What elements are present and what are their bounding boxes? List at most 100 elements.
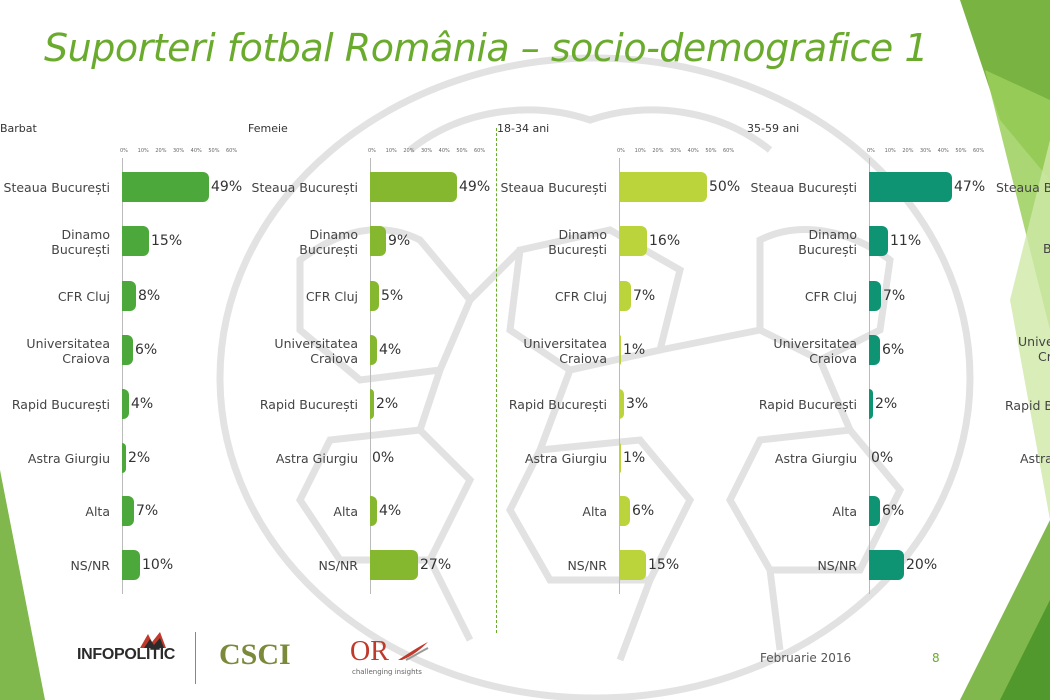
edge-label: Cr <box>1038 349 1050 364</box>
page-number: 8 <box>932 651 940 665</box>
tick-label: 50% <box>705 148 717 154</box>
chart-axis <box>619 158 620 594</box>
category-label: Dinamo București <box>548 227 607 257</box>
bar <box>869 389 873 419</box>
category-label: Rapid București <box>259 397 358 412</box>
tick-label: 20% <box>403 148 415 154</box>
edge-label: Steaua B <box>996 180 1050 195</box>
data-label: 4% <box>379 342 402 358</box>
category-label: Astra Giurgiu <box>275 451 358 466</box>
category-label: Steaua București <box>3 180 110 195</box>
category-label: Universitatea Craiova <box>773 336 857 366</box>
data-label: 3% <box>626 396 649 412</box>
chart-title: Barbat <box>0 122 37 135</box>
chart-row: Dinamo București 16% <box>497 226 745 276</box>
ors-logo: OR <box>350 636 389 667</box>
category-label: Universitatea Craiova <box>274 336 358 366</box>
data-label: 6% <box>882 503 905 519</box>
data-label: 11% <box>890 233 922 249</box>
chart-row: Dinamo București 11% <box>747 226 995 276</box>
category-label: Rapid București <box>758 397 857 412</box>
data-label: 7% <box>633 288 656 304</box>
chart-row: CFR Cluj 7% <box>497 281 745 331</box>
data-label: 15% <box>151 233 183 249</box>
tick-label: 60% <box>973 148 985 154</box>
data-label: 7% <box>883 288 906 304</box>
data-label: 9% <box>388 233 411 249</box>
tick-label: 30% <box>670 148 682 154</box>
data-label: 0% <box>871 450 894 466</box>
bar <box>619 496 630 526</box>
category-label: Steaua București <box>750 180 857 195</box>
bar <box>122 550 140 580</box>
tick-label: 40% <box>937 148 949 154</box>
tick-label: 40% <box>687 148 699 154</box>
category-label: CFR Cluj <box>554 289 607 304</box>
bar <box>619 443 621 473</box>
bar <box>370 335 377 365</box>
bar <box>869 281 881 311</box>
tick-label: 50% <box>955 148 967 154</box>
chart-panel: Femeie 0% 10% 20% 30% 40% 50% 60% Steaua Bucureș… <box>248 118 496 598</box>
data-label: 47% <box>954 179 986 195</box>
dashed-divider <box>496 128 497 633</box>
tick-label: 40% <box>438 148 450 154</box>
tick-label: 20% <box>155 148 167 154</box>
data-label: 1% <box>623 450 646 466</box>
tick-label: 10% <box>137 148 149 154</box>
category-label: NS/NR <box>318 558 358 573</box>
chart-row: Astra Giurgiu 0% <box>248 443 496 493</box>
tick-label: 0% <box>617 148 625 154</box>
category-label: Alta <box>582 504 607 519</box>
chart-row: Rapid București 3% <box>497 389 745 439</box>
bar <box>869 335 880 365</box>
bar <box>122 335 133 365</box>
category-label: Astra Giurgiu <box>524 451 607 466</box>
category-label: Astra Giurgiu <box>27 451 110 466</box>
data-label: 1% <box>623 342 646 358</box>
data-label: 49% <box>459 179 491 195</box>
edge-label: B <box>1043 241 1050 256</box>
category-label: Rapid București <box>11 397 110 412</box>
chart-row: Alta 6% <box>497 496 745 546</box>
tick-label: 60% <box>723 148 735 154</box>
tick-label: 20% <box>902 148 914 154</box>
data-label: 8% <box>138 288 161 304</box>
category-label: CFR Cluj <box>57 289 110 304</box>
category-label: Rapid București <box>508 397 607 412</box>
chart-row: CFR Cluj 8% <box>0 281 248 331</box>
data-label: 2% <box>128 450 151 466</box>
chart-row: Steaua București 49% <box>248 172 496 222</box>
bar <box>869 226 888 256</box>
category-label: Dinamo București <box>51 227 110 257</box>
chart-row: Dinamo București 9% <box>248 226 496 276</box>
bar <box>122 443 126 473</box>
data-label: 20% <box>906 557 938 573</box>
data-label: 2% <box>376 396 399 412</box>
chart-row: Universitatea Craiova 4% <box>248 335 496 385</box>
ors-tagline: challenging insights <box>352 668 422 676</box>
chart-row: Steaua București 50% <box>497 172 745 222</box>
tick-label: 20% <box>652 148 664 154</box>
chart-row: NS/NR 10% <box>0 550 248 600</box>
infopolitic-flag-icon <box>140 632 166 648</box>
chart-row: Universitatea Craiova 1% <box>497 335 745 385</box>
chart-row: Steaua București 49% <box>0 172 248 222</box>
slide-title: Suporteri fotbal România – socio-demogra… <box>44 26 929 70</box>
ors-swoosh-icon <box>398 642 429 661</box>
category-label: NS/NR <box>567 558 607 573</box>
edge-label: Astra <box>1020 451 1050 466</box>
chart-title: 18-34 ani <box>497 122 550 135</box>
bar <box>619 335 621 365</box>
bar <box>122 281 136 311</box>
bar <box>122 496 134 526</box>
bar <box>122 172 209 202</box>
bar <box>370 550 418 580</box>
chart-axis <box>370 158 371 594</box>
tick-label: 30% <box>920 148 932 154</box>
category-label: Alta <box>333 504 358 519</box>
data-label: 2% <box>875 396 898 412</box>
chart-row: Rapid București 2% <box>248 389 496 439</box>
chart-row: Astra Giurgiu 2% <box>0 443 248 493</box>
tick-label: 10% <box>634 148 646 154</box>
